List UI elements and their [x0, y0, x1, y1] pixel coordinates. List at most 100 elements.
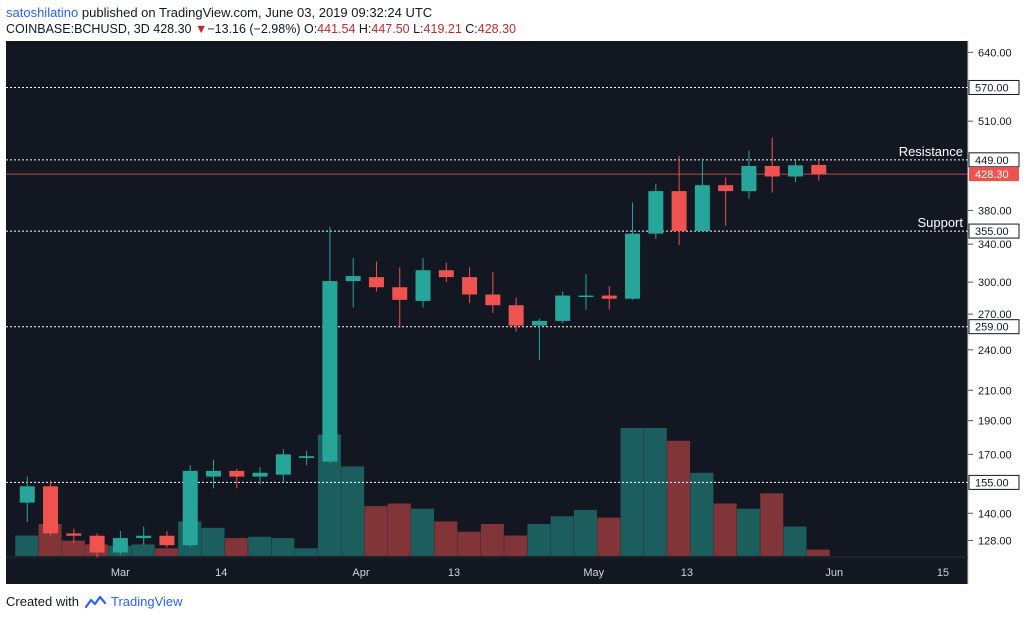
candle — [555, 291, 571, 324]
time-tick-label: 13 — [681, 567, 693, 579]
candle — [485, 272, 501, 313]
candle-body — [19, 486, 35, 503]
price-chart[interactable]: Resistance Support 640.00 570.00 510.00 449.… — [0, 41, 1024, 585]
volume-bar — [15, 535, 39, 556]
price-tick-label: 140.00 — [978, 508, 1012, 520]
candle — [648, 183, 664, 239]
level-tag-label: 259.00 — [975, 322, 1009, 334]
volume-bar — [783, 526, 807, 556]
time-tick-label: 15 — [937, 567, 949, 579]
volume-bar — [317, 434, 341, 556]
level-price-tag: 155.00 — [968, 474, 1020, 490]
time-tick-label: 14 — [215, 567, 227, 579]
price-tick-label: 380.00 — [978, 205, 1012, 217]
candle-body — [229, 470, 245, 477]
volume-bar — [294, 548, 318, 556]
level-price-tag: 355.00 — [968, 223, 1020, 239]
price-tick-label: 170.00 — [978, 449, 1012, 461]
volume-layer — [15, 428, 830, 556]
candle — [19, 476, 35, 523]
candle-body — [718, 185, 734, 192]
candle — [392, 267, 408, 328]
volume-bar — [271, 538, 295, 556]
volume-bar — [154, 548, 178, 556]
price-tick-label: 190.00 — [978, 416, 1012, 428]
tradingview-link[interactable]: TradingView — [110, 594, 183, 609]
candle — [159, 531, 175, 548]
candle-body — [368, 277, 384, 288]
candle-body — [66, 533, 82, 536]
last-price-value: 428.30 — [153, 22, 192, 36]
candle-body — [299, 456, 315, 458]
candle — [601, 286, 617, 310]
candle-body — [694, 185, 710, 232]
last-price-tag: 428.30 — [969, 167, 1019, 181]
level-tag-label: 449.00 — [975, 155, 1009, 167]
candle-body — [531, 320, 547, 326]
time-axis-ticks: Mar 14 Apr 13 May 13 Jun 15 — [111, 567, 949, 579]
candle — [43, 480, 59, 536]
price-tick-label: 128.00 — [978, 535, 1012, 547]
created-with-label: Created with — [6, 594, 79, 609]
volume-bar — [643, 428, 667, 556]
symbol-header: COINBASE:BCHUSD, 3D 428.30 ▼−13.16 (−2.9… — [6, 22, 516, 36]
price-tick-label: 510.00 — [978, 116, 1012, 128]
candle — [718, 177, 734, 226]
low-label: L: — [413, 22, 424, 36]
level-tag-box — [968, 79, 1020, 95]
time-tick-label: May — [583, 567, 604, 579]
candle — [299, 450, 315, 466]
volume-bar — [760, 493, 784, 556]
candle — [625, 202, 641, 300]
candle — [811, 160, 827, 181]
volume-bar — [806, 549, 830, 556]
candle — [275, 449, 291, 483]
candle — [578, 274, 594, 310]
candle-body — [811, 164, 827, 175]
price-tick-label: 210.00 — [978, 385, 1012, 397]
tradingview-cloud-icon — [84, 595, 106, 608]
candle-body — [392, 287, 408, 300]
candle-body — [322, 281, 338, 462]
level-tag-label: 155.00 — [975, 477, 1009, 489]
candle-body — [89, 535, 105, 553]
volume-bar — [434, 521, 458, 556]
level-lines: Resistance Support — [6, 86, 968, 483]
volume-bar — [364, 506, 388, 556]
candle-body — [136, 535, 152, 539]
time-tick-label: Jun — [825, 567, 843, 579]
author-link[interactable]: satoshilatino — [6, 5, 79, 20]
level-annotation: Resistance — [899, 144, 963, 159]
candle-body — [555, 295, 571, 321]
volume-bar — [457, 531, 481, 556]
level-tag-box — [968, 152, 1020, 168]
volume-bar — [550, 516, 574, 556]
volume-bar — [527, 524, 551, 556]
time-tick-label: Apr — [352, 567, 369, 579]
volume-bar — [620, 428, 644, 556]
price-tick-label: 640.00 — [978, 47, 1012, 59]
price-tags: 570.00 449.00 355.00 259.00 155.00 428.30 — [968, 79, 1020, 490]
volume-bar — [201, 527, 225, 556]
candle — [438, 262, 454, 283]
candle — [206, 459, 221, 489]
candle — [788, 160, 803, 183]
candle — [462, 267, 478, 304]
candle-body — [764, 165, 780, 177]
candle-body — [275, 454, 291, 475]
candle-body — [625, 233, 641, 299]
candle — [531, 318, 547, 361]
candle-body — [438, 270, 454, 278]
candle — [229, 468, 245, 489]
price-axis[interactable] — [968, 41, 1024, 584]
level-annotation: Support — [917, 215, 963, 230]
last-price-tag-box — [969, 167, 1019, 182]
candle — [741, 150, 757, 199]
volume-bar — [131, 544, 155, 556]
volume-bar — [411, 508, 435, 556]
volume-bar — [573, 509, 597, 556]
high-label: H: — [358, 22, 372, 36]
candle — [671, 155, 687, 246]
chart-pane[interactable] — [6, 41, 968, 584]
volume-bar — [713, 503, 737, 556]
